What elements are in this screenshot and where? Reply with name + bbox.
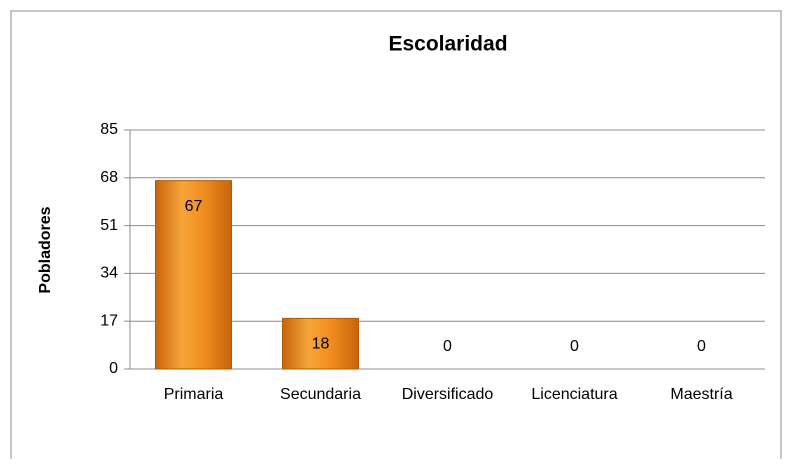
y-tick-label: 34 [100,265,118,282]
x-tick-label: Maestría [670,386,732,403]
data-label: 67 [185,198,203,215]
y-tick-label: 68 [100,169,118,186]
y-tick-label: 0 [109,360,118,377]
x-tick-label: Secundaria [280,386,361,403]
x-tick-label: Licenciatura [531,386,617,403]
data-label: 18 [312,336,330,353]
y-tick-label: 51 [100,217,118,234]
chart-title: Escolaridad [388,33,507,56]
y-tick-label: 17 [100,312,118,329]
bar [155,180,232,370]
data-label: 0 [570,338,579,355]
bar [282,317,359,370]
data-label: 0 [697,338,706,355]
x-tick-label: Primaria [164,386,224,403]
x-tick-label: Diversificado [402,386,494,403]
y-axis-label: Pobladores [37,206,54,293]
chart-frame [10,10,782,459]
y-tick-label: 85 [100,121,118,138]
data-label: 0 [443,338,452,355]
